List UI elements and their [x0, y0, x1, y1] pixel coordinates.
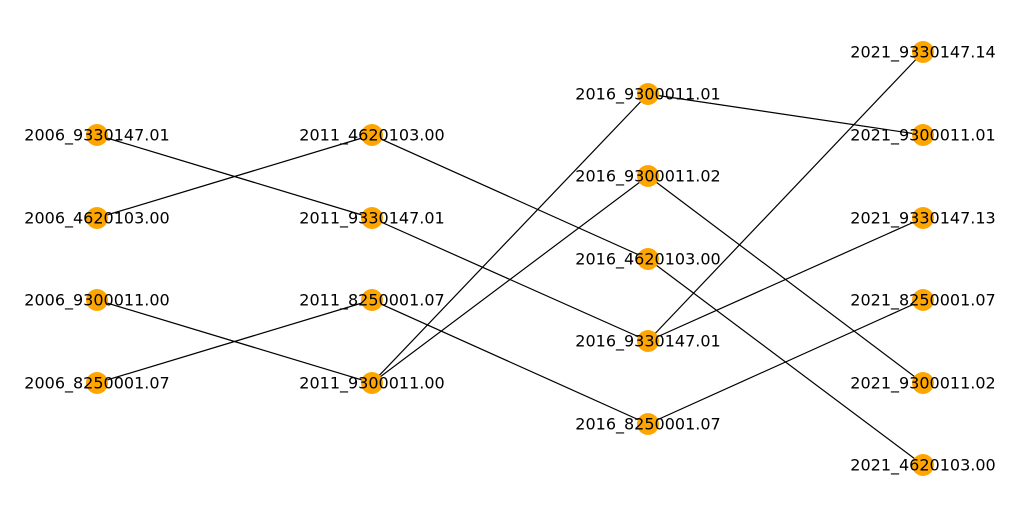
node-2006-4620103-00[interactable]	[86, 207, 108, 229]
node-2021-9330147-13[interactable]	[912, 207, 934, 229]
node-2006-9330147-01[interactable]	[86, 124, 108, 146]
node-2016-9300011-01[interactable]	[637, 83, 659, 105]
edge-2016-9300011-01-to-2021-9300011-01	[647, 93, 924, 136]
edges-layer	[96, 51, 924, 466]
node-2021-8250001-07[interactable]	[912, 289, 934, 311]
node-label-2021-9300011-02: 2021_9300011.02	[850, 374, 995, 394]
node-label-2011-9330147-01: 2011_9330147.01	[299, 209, 444, 229]
edge-2006-4620103-00-to-2011-4620103-00	[96, 134, 373, 219]
node-label-2011-9300011-00: 2011_9300011.00	[299, 374, 444, 394]
node-label-2021-8250001-07: 2021_8250001.07	[850, 291, 995, 311]
node-label-2016-9300011-01: 2016_9300011.01	[575, 85, 720, 105]
node-label-2021-9330147-14: 2021_9330147.14	[850, 43, 995, 63]
edge-2011-9300011-00-to-2016-9300011-01	[371, 93, 649, 384]
edge-2011-9300011-00-to-2016-9300011-02	[371, 175, 649, 384]
edge-2016-8250001-07-to-2021-8250001-07	[647, 299, 924, 425]
node-2011-9300011-00[interactable]	[361, 372, 383, 394]
node-label-2011-8250001-07: 2011_8250001.07	[299, 291, 444, 311]
node-label-2011-4620103-00: 2011_4620103.00	[299, 126, 444, 146]
node-label-2006-8250001-07: 2006_8250001.07	[24, 374, 169, 394]
edge-2016-9330147-01-to-2021-9330147-14	[647, 51, 924, 342]
node-label-2016-8250001-07: 2016_8250001.07	[575, 415, 720, 435]
node-label-2021-9330147-13: 2021_9330147.13	[850, 209, 995, 229]
node-2011-9330147-01[interactable]	[361, 207, 383, 229]
edge-2011-8250001-07-to-2016-8250001-07	[371, 299, 649, 425]
node-label-2016-9330147-01: 2016_9330147.01	[575, 332, 720, 352]
node-label-2006-9300011-00: 2006_9300011.00	[24, 291, 169, 311]
edge-2011-4620103-00-to-2016-4620103-00	[371, 134, 649, 260]
node-2011-8250001-07[interactable]	[361, 289, 383, 311]
edge-2016-9330147-01-to-2021-9330147-13	[647, 217, 924, 342]
node-label-2006-4620103-00: 2006_4620103.00	[24, 209, 169, 229]
node-label-2016-4620103-00: 2016_4620103.00	[575, 250, 720, 270]
node-2016-4620103-00[interactable]	[637, 248, 659, 270]
node-2021-9330147-14[interactable]	[912, 41, 934, 63]
labels-layer: 2006_9330147.01 2006_4620103.00 2006_93000…	[24, 43, 995, 476]
node-2016-8250001-07[interactable]	[637, 413, 659, 435]
edge-2006-8250001-07-to-2011-8250001-07	[96, 299, 373, 384]
node-label-2021-4620103-00: 2021_4620103.00	[850, 456, 995, 476]
node-label-2006-9330147-01: 2006_9330147.01	[24, 126, 169, 146]
node-label-2021-9300011-01: 2021_9300011.01	[850, 126, 995, 146]
node-2016-9300011-02[interactable]	[637, 165, 659, 187]
node-label-2016-9300011-02: 2016_9300011.02	[575, 167, 720, 187]
node-2006-8250001-07[interactable]	[86, 372, 108, 394]
node-2006-9300011-00[interactable]	[86, 289, 108, 311]
node-2011-4620103-00[interactable]	[361, 124, 383, 146]
node-2021-9300011-02[interactable]	[912, 372, 934, 394]
node-2016-9330147-01[interactable]	[637, 330, 659, 352]
node-2021-9300011-01[interactable]	[912, 124, 934, 146]
nodes-layer	[86, 41, 934, 476]
node-2021-4620103-00[interactable]	[912, 454, 934, 476]
